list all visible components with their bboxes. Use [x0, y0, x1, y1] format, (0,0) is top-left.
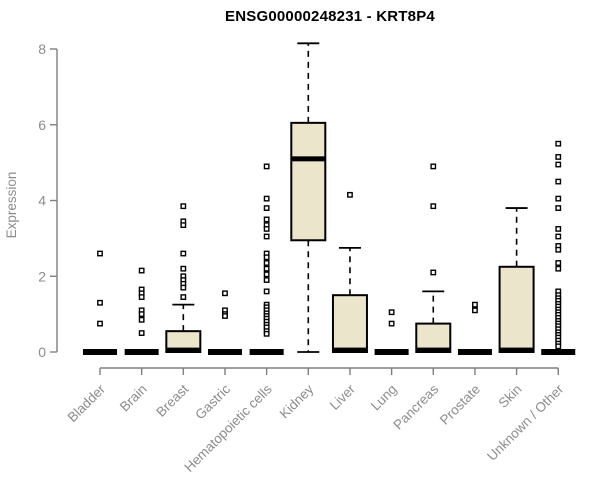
x-tick-label-breast: Breast: [153, 381, 191, 419]
outlier-point-unknown-other: [555, 233, 562, 240]
outlier-point-prostate: [472, 301, 478, 308]
outlier-point-unknown-other: [555, 154, 562, 160]
outlier-point-unknown-other: [555, 195, 562, 202]
median-line-prostate: [457, 349, 492, 355]
chart-title: ENSG00000248231 - KRT8P4: [225, 8, 435, 25]
outlier-point-unknown-other: [555, 265, 562, 272]
outlier-point-hematopoietic-cells: [263, 271, 270, 278]
outlier-point-brain: [138, 330, 145, 336]
outlier-point-pancreas: [430, 269, 437, 276]
outlier-point-hematopoietic-cells: [263, 330, 270, 337]
x-tick-label-bladder: Bladder: [65, 381, 109, 425]
x-tick-label-skin: Skin: [496, 382, 525, 411]
median-line-liver: [332, 347, 367, 353]
median-line-kidney: [291, 156, 326, 162]
outlier-point-breast: [180, 284, 187, 291]
outlier-point-hematopoietic-cells: [263, 163, 270, 170]
outlier-point-brain: [138, 294, 145, 300]
outlier-point-hematopoietic-cells: [263, 265, 270, 272]
outlier-point-bladder: [97, 250, 103, 257]
median-line-brain: [124, 349, 159, 355]
median-line-breast: [166, 347, 201, 353]
outlier-point-bladder: [97, 299, 103, 306]
outlier-point-breast: [180, 294, 187, 300]
y-tick-label: 2: [38, 268, 46, 284]
outlier-point-unknown-other: [555, 178, 562, 185]
outlier-point-hematopoietic-cells: [263, 260, 270, 266]
outlier-point-prostate: [472, 307, 478, 314]
box-skin: [498, 265, 535, 353]
outlier-point-gastric: [222, 313, 228, 319]
median-line-pancreas: [416, 347, 451, 353]
outlier-point-hematopoietic-cells: [263, 288, 270, 295]
outlier-point-hematopoietic-cells: [263, 226, 270, 232]
y-tick-label: 8: [38, 41, 46, 57]
x-tick-label-brain: Brain: [117, 382, 150, 415]
outlier-point-hematopoietic-cells: [263, 205, 270, 211]
y-tick-label: 4: [38, 193, 46, 209]
outlier-point-unknown-other: [555, 161, 562, 168]
outlier-point-brain: [138, 316, 145, 323]
x-tick-label-prostate: Prostate: [437, 382, 483, 428]
outlier-point-gastric: [222, 290, 228, 297]
outlier-point-breast: [180, 250, 187, 257]
outlier-point-pancreas: [430, 163, 437, 170]
outlier-point-hematopoietic-cells: [263, 233, 270, 240]
outlier-point-unknown-other: [555, 246, 562, 253]
x-tick-label-unknown-other: Unknown / Other: [484, 381, 567, 464]
outlier-point-bladder: [97, 320, 103, 327]
median-line-gastric: [207, 349, 242, 355]
box-kidney: [290, 121, 327, 242]
outlier-point-hematopoietic-cells: [263, 216, 270, 223]
outlier-point-liver: [347, 191, 353, 198]
x-tick-label-lung: Lung: [368, 382, 400, 414]
median-line-unknown-other: [541, 349, 576, 355]
median-line-bladder: [83, 349, 117, 355]
outlier-point-hematopoietic-cells: [263, 277, 270, 283]
outlier-point-unknown-other: [555, 226, 562, 232]
y-tick-label: 0: [38, 344, 46, 360]
median-line-hematopoietic-cells: [249, 349, 284, 355]
x-tick-label-kidney: Kidney: [277, 381, 317, 421]
outlier-point-breast: [180, 203, 187, 210]
outlier-point-unknown-other: [555, 205, 562, 211]
x-tick-label-pancreas: Pancreas: [390, 381, 441, 432]
outlier-point-brain: [138, 311, 145, 318]
outlier-point-lung: [388, 320, 395, 327]
median-line-lung: [374, 349, 409, 355]
outlier-point-pancreas: [430, 203, 437, 210]
x-tick-label-liver: Liver: [327, 381, 359, 413]
median-line-skin: [499, 347, 534, 353]
outlier-point-brain: [138, 267, 145, 274]
outlier-point-hematopoietic-cells: [263, 195, 270, 202]
box-liver: [331, 294, 368, 353]
x-tick-label-gastric: Gastric: [192, 381, 233, 422]
outlier-point-unknown-other: [555, 140, 562, 147]
y-tick-label: 6: [38, 117, 46, 133]
outlier-point-breast: [180, 265, 187, 272]
outlier-point-unknown-other: [555, 260, 562, 266]
outlier-point-unknown-other: [555, 343, 562, 350]
outlier-point-lung: [388, 309, 395, 316]
outlier-point-hematopoietic-cells: [263, 254, 270, 261]
outlier-point-breast: [180, 222, 187, 229]
